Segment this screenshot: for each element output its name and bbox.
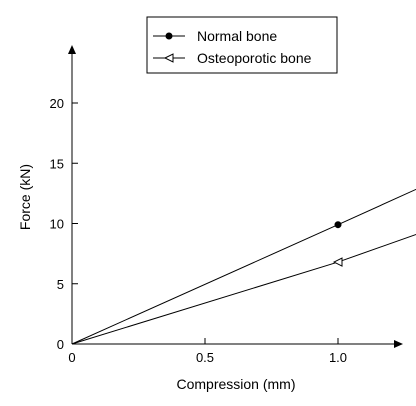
series-2-line: [71, 233, 416, 345]
y-tick-label: 5: [57, 277, 64, 292]
y-axis-title: Force (kN): [17, 164, 33, 230]
series-2-point: [332, 257, 343, 267]
legend-box: [146, 16, 338, 74]
y-tick-label: 20: [50, 96, 64, 111]
y-tick-label: 15: [50, 156, 64, 171]
legend-item-1-marker: [165, 32, 173, 40]
x-tick-label: 0: [68, 350, 75, 365]
x-tick-label: 0.5: [196, 350, 214, 365]
y-tick-label: 0: [57, 337, 64, 352]
axes: [68, 45, 403, 348]
y-axis-arrow: [68, 45, 76, 54]
x-tick-label: 1.0: [329, 350, 347, 365]
x-ticks: 00.51.01.52.0: [68, 338, 347, 365]
legend-item-1-label: Normal bone: [197, 28, 277, 44]
series-1-point: [334, 221, 342, 229]
y-ticks: 0 5 10 15 20: [50, 96, 78, 352]
x-axis-title: Compression (mm): [176, 376, 295, 392]
y-tick-label: 10: [50, 217, 64, 232]
x-axis-arrow: [394, 340, 403, 348]
legend-item-2-marker: [163, 53, 174, 63]
series-1-line: [71, 188, 416, 345]
legend-items: Normal bone Osteoporotic bone: [153, 28, 312, 66]
plot-area: [71, 188, 416, 345]
legend: Normal bone Osteoporotic bone: [146, 16, 338, 74]
legend-item-2-label: Osteoporotic bone: [197, 50, 312, 66]
